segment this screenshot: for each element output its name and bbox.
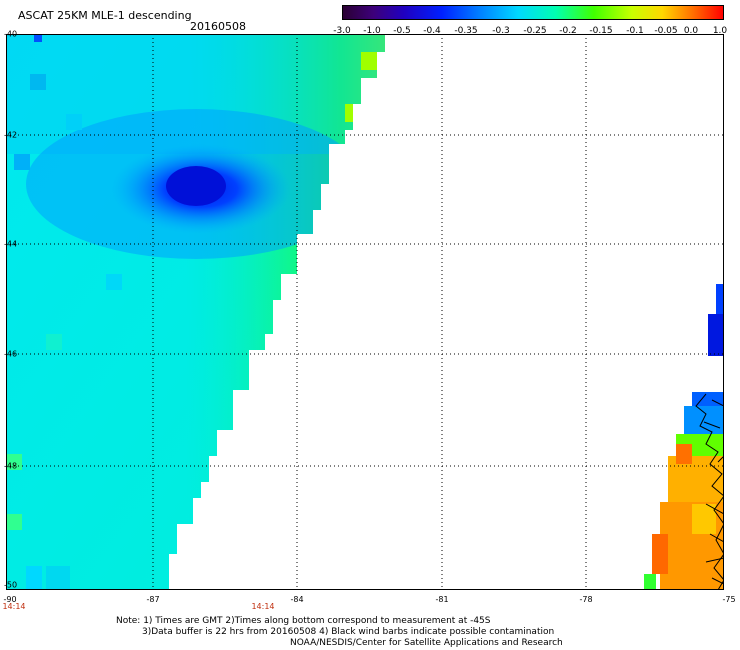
time-label: 14:14 [251,602,275,611]
wind-map-canvas [6,34,724,590]
colorbar-tick: -0.1 [626,26,644,36]
lat-label: -46 [4,349,18,359]
colorbar-tick: -0.3 [492,26,510,36]
lon-label: -78 [579,595,593,604]
colorbar-tick: 0.0 [683,26,699,36]
footnote-line: 3)Data buffer is 22 hrs from 20160508 4)… [142,627,555,637]
lon-label: -87 [146,595,160,604]
footnote-line: Note: 1) Times are GMT 2)Times along bot… [116,616,491,626]
footnote-line: NOAA/NESDIS/Center for Satellite Applica… [290,638,563,648]
lon-label: -84 [290,595,304,604]
lon-label: -75 [722,595,736,604]
colorbar-tick: -0.5 [393,26,411,36]
colorbar-tick: -0.05 [654,26,678,36]
lat-label: -48 [4,461,18,471]
colorbar-tick: -3.0 [333,26,351,36]
map-frame [6,34,724,590]
colorbar-tick: -0.35 [454,26,478,36]
map-date: 20160508 [190,20,246,33]
colorbar-tick: -0.25 [523,26,547,36]
lat-label: -42 [4,130,18,140]
east-swath [644,284,724,590]
colorbar-tick: -1.0 [363,26,381,36]
lat-label: -44 [4,239,18,249]
colorbar-tick: -0.15 [589,26,613,36]
colorbar-tick-labels: -3.0 -1.0 -0.5 -0.4 -0.35 -0.3 -0.25 -0.… [333,26,735,38]
lon-label: -81 [435,595,449,604]
map-title: ASCAT 25KM MLE-1 descending [18,9,192,22]
colorbar [342,5,724,20]
colorbar-tick: 1.0 [712,26,728,36]
lat-label: -40 [4,29,18,39]
lat-label: -50 [4,580,18,590]
wind-map [6,34,724,590]
graticule [6,34,724,590]
lon-label: -90 [3,595,17,604]
west-swath [6,34,385,590]
colorbar-tick: -0.2 [559,26,577,36]
colorbar-tick: -0.4 [423,26,441,36]
time-label: 14:14 [2,602,26,611]
